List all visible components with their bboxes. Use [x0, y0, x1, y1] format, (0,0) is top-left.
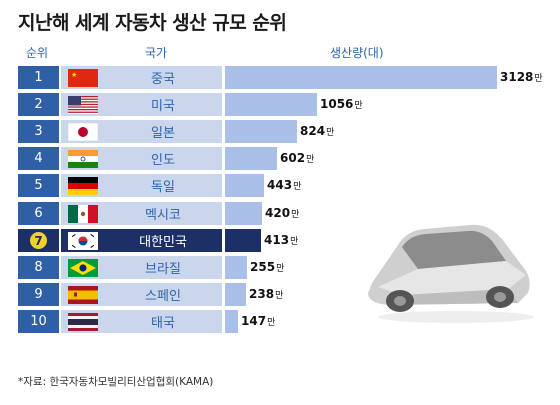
rank-cell: 2 — [18, 93, 59, 116]
korea-flag-icon — [61, 229, 104, 252]
value-label: 602만 — [280, 151, 315, 165]
value-label: 255만 — [250, 260, 285, 274]
country-label: 인도 — [104, 147, 222, 170]
value-label: 147만 — [241, 314, 276, 328]
svg-text:★: ★ — [71, 71, 77, 79]
rank-label: 7 — [30, 232, 47, 249]
value-label: 824만 — [300, 124, 335, 138]
country-label: 멕시코 — [104, 202, 222, 225]
rank-cell: 10 — [18, 310, 59, 333]
rank-cell: 1 — [18, 66, 59, 89]
bar — [225, 147, 277, 170]
header-production: 생산량(대) — [330, 46, 384, 60]
header-rank: 순위 — [26, 46, 49, 60]
rank-cell: 7 — [18, 229, 59, 252]
value-label: 3128만 — [500, 70, 543, 84]
country-label: 미국 — [104, 93, 222, 116]
header-country: 국가 — [145, 46, 168, 60]
bar — [225, 283, 246, 306]
usa-flag-icon — [61, 93, 104, 116]
japan-flag-icon — [61, 120, 104, 143]
bar — [225, 256, 247, 279]
bar — [225, 229, 261, 252]
country-label: 브라질 — [104, 256, 222, 279]
rank-cell: 9 — [18, 283, 59, 306]
car-icon — [368, 224, 534, 323]
bar — [225, 310, 238, 333]
china-flag-icon: ★ — [61, 66, 104, 89]
value-label: 443만 — [267, 178, 302, 192]
value-label: 1056만 — [320, 97, 363, 111]
bar — [225, 202, 262, 225]
bar — [225, 66, 497, 89]
bar — [225, 93, 317, 116]
bar — [225, 174, 264, 197]
country-label: 독일 — [104, 174, 222, 197]
country-label: 스페인 — [104, 283, 222, 306]
country-label: 태국 — [104, 310, 222, 333]
value-label: 238만 — [249, 287, 284, 301]
country-label: 일본 — [104, 120, 222, 143]
chart-title: 지난해 세계 자동차 생산 규모 순위 — [18, 12, 287, 34]
spain-flag-icon — [61, 283, 104, 306]
rank-cell: 5 — [18, 174, 59, 197]
germany-flag-icon — [61, 174, 104, 197]
rank-cell: 3 — [18, 120, 59, 143]
source-note: *자료: 한국자동차모빌리티산업협회(KAMA) — [18, 376, 214, 388]
value-label: 413만 — [264, 233, 299, 247]
country-label: 중국 — [104, 66, 222, 89]
country-label: 대한민국 — [104, 229, 222, 252]
thailand-flag-icon — [61, 310, 104, 333]
rank-cell: 4 — [18, 147, 59, 170]
mexico-flag-icon — [61, 202, 104, 225]
rank-cell: 6 — [18, 202, 59, 225]
value-label: 420만 — [265, 206, 300, 220]
brazil-flag-icon — [61, 256, 104, 279]
rank-cell: 8 — [18, 256, 59, 279]
bar — [225, 120, 297, 143]
india-flag-icon — [61, 147, 104, 170]
